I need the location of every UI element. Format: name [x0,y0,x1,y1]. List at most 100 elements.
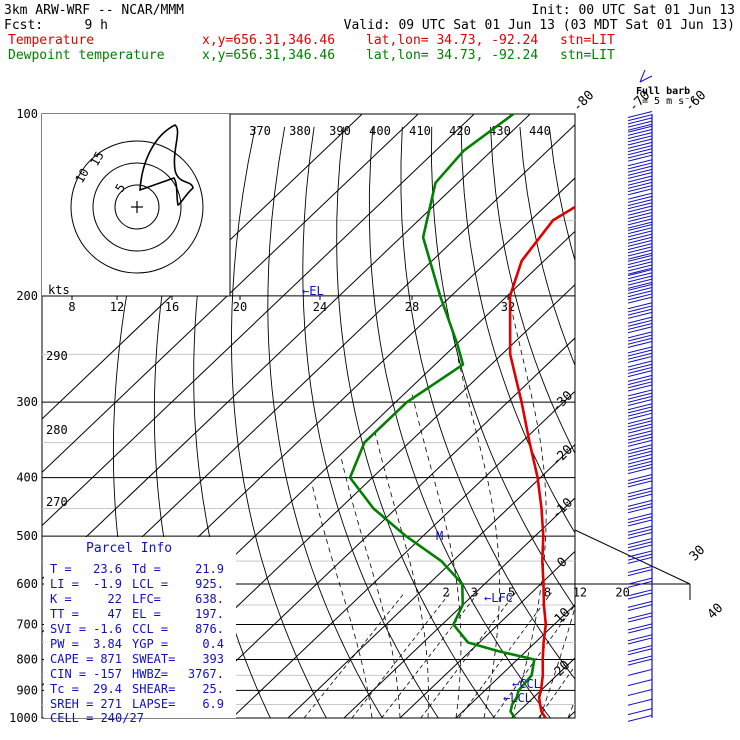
dry-adiabat [400,126,575,680]
mixing-ratio-line [458,592,552,718]
theta-left-label: 280 [46,423,68,437]
latlon-dew: lat,lon= 34.73, -92.24 [366,48,538,63]
wind-barb-flag [627,132,653,140]
wind-barb-flag [627,355,653,363]
model-title: 3km ARW-WRF -- NCAR/MMM [4,3,184,18]
wind-barb-flag [627,175,653,183]
wind-barb-flag [627,159,653,167]
parcel-param-value: 6.9 [202,697,224,711]
parcel-param-value: 197. [195,607,224,621]
parcel-param-label: CAPE = [50,652,93,666]
forecast-hour: 9 h [85,18,108,33]
wind-barb-flag [627,374,653,382]
wind-barb-flag [627,215,653,223]
mixing-ratio-label: 5 [508,586,515,600]
wind-barb-flag [627,145,653,153]
wind-barb-flag [627,243,653,251]
wind-barb-flag [627,655,653,663]
pressure-label-400: 400 [16,471,38,485]
axis-labels: 100 200 300 400 500 600 700 800 900 1000 2 3 5 8 12 20 -… [9,88,740,725]
moist-adiabat [411,393,462,718]
wind-barb [627,474,653,488]
wind-barb-flag [627,565,653,573]
wind-barb [627,550,653,564]
moist-adiabat [539,606,575,718]
wind-barb [627,346,653,363]
wind-barb-flag [627,487,653,495]
wind-barb-flag [627,580,653,588]
pressure-label-600: 600 [16,577,38,591]
wind-barb-flag [627,165,653,173]
wind-barb-flag [627,120,653,128]
wind-barb [627,457,653,475]
wind-barb-flag [627,447,653,455]
wind-barb [627,239,653,260]
wind-barb-flag [627,658,653,666]
wind-barb-flag [627,513,653,521]
dewpoint-legend: Dewpoint temperature [8,48,165,63]
wind-barb-flag [627,305,653,313]
mixing-ratio-line [381,592,479,718]
parcel-param-value: 871 [100,652,122,666]
wind-barb [627,374,653,392]
wind-barb-flag [627,637,653,645]
wind-barb [627,600,653,612]
parcel-param-label: Tc = [50,682,79,696]
wind-barb-flag [627,148,653,156]
wind-barb-flag [627,281,653,289]
wind-barb-flag [627,205,653,213]
moist-adiabat [567,699,575,718]
wind-barb-flag [627,239,653,247]
isotherm-label-right: -30 [549,388,576,415]
wind-barb-flag [627,626,653,634]
mixing-ratio-line [351,592,451,718]
wind-barb [627,331,653,348]
xy-coords-dew: x,y=656.31,346.46 [202,48,335,63]
pressure-label-300: 300 [16,395,38,409]
wind-barb [627,283,653,304]
wind-barb [627,565,653,577]
wind-barb [627,623,653,634]
wind-barb [627,679,653,687]
hodograph-ring-label: 10 [72,166,91,186]
wind-barb-flag [627,264,653,272]
wind-barb-flag [627,352,653,360]
wind-barb-flag [627,589,653,597]
wind-barb-flag [627,556,653,564]
theta-label: 440 [529,124,551,138]
wind-barb-flag [627,135,653,143]
dewpoint-trace [348,114,536,718]
wind-barb [627,499,653,514]
dry-adiabat [231,126,327,718]
pressure-label-200: 200 [16,289,38,303]
wind-barb [627,316,653,334]
wind-barb-flag [627,236,653,244]
dry-adiabat [336,126,495,718]
wind-barb-flag [627,420,653,428]
dry-adiabat [579,127,740,731]
wind-barb-flag [627,125,653,133]
mixing-ratio-label: 8 [544,586,551,600]
wind-barb-flag [627,230,653,238]
wind-barb-flag [627,516,653,524]
isotherm [455,603,575,718]
wind-barb [627,577,653,588]
wind-barb-flag [627,138,653,146]
parcel-param-label: SWEAT= [132,652,175,666]
wind-barb [627,487,653,501]
wind-barb-flag [627,151,653,159]
wind-barb [627,714,653,722]
hodograph-trace [139,124,194,206]
full-barb-legend: Full barb = 5 m s⁻¹ [636,69,696,107]
wind-barb-flag [627,195,653,203]
wind-barb-flag [627,453,653,461]
parcel-param-value: 925. [195,577,224,591]
parcel-param-label: EL = [132,607,161,621]
wind-barb-flag [627,290,653,298]
wind-barb-flag [627,293,653,301]
theta-label: 370 [249,124,271,138]
wind-barb-flag [627,181,653,189]
wind-barb-flag [627,319,653,327]
annotation-el: ←EL [302,284,324,298]
wind-barb-flag [627,406,653,414]
